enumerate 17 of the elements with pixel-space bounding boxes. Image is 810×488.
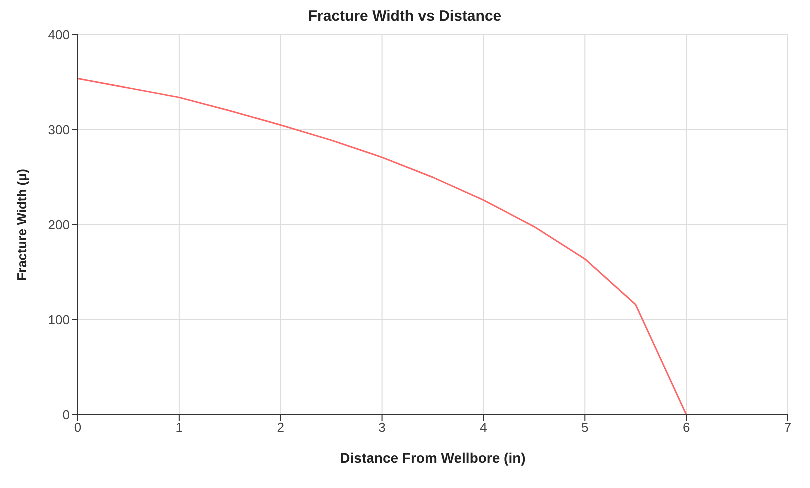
y-axis-title: Fracture Width (μ) xyxy=(14,169,30,281)
x-tick-label: 5 xyxy=(582,420,589,436)
x-tick-label: 4 xyxy=(480,420,488,436)
line-series xyxy=(78,78,688,415)
x-tick-label: 2 xyxy=(277,420,284,436)
x-tick-label: 6 xyxy=(682,420,690,436)
x-tick-label: 3 xyxy=(378,420,386,436)
y-tick-label: 100 xyxy=(48,312,70,328)
y-tick-label: 300 xyxy=(48,122,70,138)
y-tick-label: 200 xyxy=(48,218,70,233)
x-tick-label: 7 xyxy=(784,420,792,436)
y-tick-label: 0 xyxy=(62,408,70,423)
x-axis-title: Distance From Wellbore (in) xyxy=(340,450,526,466)
chart-title: Fracture Width vs Distance xyxy=(307,8,503,25)
y-tick-label: 400 xyxy=(48,28,70,43)
x-tick-label: 0 xyxy=(74,420,82,436)
x-tick-label: 1 xyxy=(176,420,184,436)
